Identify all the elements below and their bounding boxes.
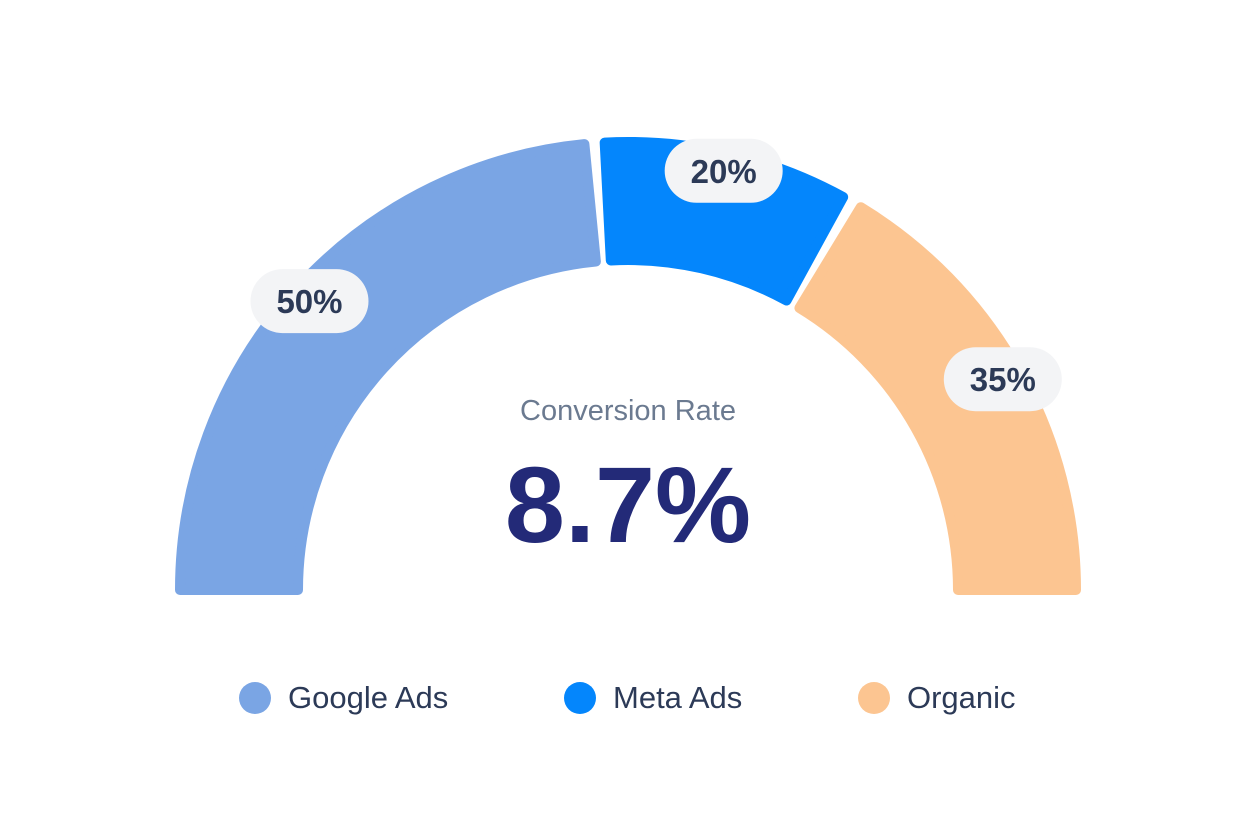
value-badge-bg xyxy=(943,347,1062,412)
gauge-segments xyxy=(175,137,1081,595)
value-badge: 20% xyxy=(664,138,783,203)
legend-swatch xyxy=(239,682,271,714)
value-label: 35% xyxy=(970,361,1036,398)
legend-label: Google Ads xyxy=(288,680,449,715)
center-label: Conversion Rate xyxy=(520,395,736,427)
value-badge: 35% xyxy=(943,347,1062,412)
legend-item-google-ads: Google Ads xyxy=(239,676,448,720)
legend-label: Meta Ads xyxy=(613,680,743,715)
gauge-segment-google-ads xyxy=(175,139,601,595)
legend: Google Ads Meta Ads Organic xyxy=(0,676,1256,720)
value-badge-bg xyxy=(664,138,783,203)
legend-swatch xyxy=(564,682,596,714)
value-badges: 50% 20% 35% xyxy=(250,138,1062,412)
center-value: 8.7% xyxy=(505,444,751,565)
value-label: 20% xyxy=(691,153,757,190)
legend-item-meta-ads: Meta Ads xyxy=(564,676,742,720)
legend-label: Organic xyxy=(907,680,1016,715)
value-label: 50% xyxy=(276,283,342,320)
legend-swatch xyxy=(858,682,890,714)
value-badge-bg xyxy=(250,269,369,334)
value-badge: 50% xyxy=(250,269,369,334)
legend-item-organic: Organic xyxy=(858,676,1016,720)
gauge-segment-organic xyxy=(794,202,1081,595)
